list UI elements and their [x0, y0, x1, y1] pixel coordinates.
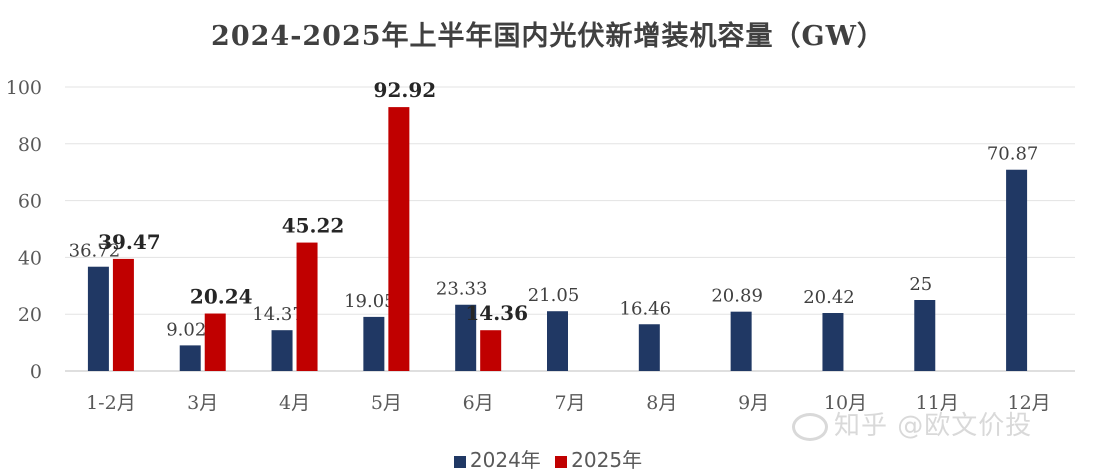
legend-label-2025: 2025年	[571, 448, 643, 472]
bar-2024	[455, 304, 477, 371]
x-tick-label: 3月	[187, 392, 218, 414]
data-label-2024: 14.37	[252, 304, 304, 325]
data-label-2024: 19.05	[344, 291, 396, 312]
watermark-text: 知乎 @欧文价投	[834, 411, 1033, 441]
bar-2024	[914, 300, 936, 371]
bar-2025	[112, 258, 134, 371]
data-label-2025: 39.47	[98, 230, 161, 254]
y-tick-label: 100	[6, 77, 42, 99]
bar-2024	[822, 313, 844, 371]
bar-2024	[363, 316, 385, 371]
y-tick-label: 80	[18, 134, 42, 156]
bar-2024	[87, 266, 109, 371]
x-tick-label: 5月	[371, 392, 402, 414]
y-tick-label: 60	[18, 191, 42, 213]
x-tick-label: 4月	[279, 392, 310, 414]
data-label-2025: 45.22	[282, 214, 345, 238]
x-tick-label: 7月	[554, 392, 585, 414]
x-tick-label: 8月	[646, 392, 677, 414]
x-tick-label: 11月	[916, 392, 959, 414]
bar-2025	[204, 313, 226, 371]
x-tick-label: 9月	[738, 392, 769, 414]
bar-2024	[547, 311, 568, 371]
y-tick-label: 20	[18, 304, 42, 326]
x-tick-label: 10月	[824, 392, 867, 414]
data-label-2025: 92.92	[374, 78, 437, 102]
data-label-2024: 20.89	[711, 286, 763, 307]
bar-2025	[296, 242, 318, 371]
bar-2025	[480, 330, 502, 371]
legend-item-2024: 2024年	[453, 444, 541, 473]
watermark: 知乎 @欧文价投	[792, 405, 1032, 442]
y-tick-label: 0	[30, 361, 42, 383]
data-label-2024: 23.33	[436, 279, 488, 300]
data-label-2024: 70.87	[987, 144, 1039, 165]
bar-2024	[1006, 169, 1028, 371]
legend-swatch-2025	[555, 455, 568, 468]
bar-2024	[638, 324, 660, 371]
data-label-2024: 20.42	[803, 287, 855, 308]
data-label-2024: 25	[909, 274, 932, 295]
legend-swatch-2024	[453, 455, 466, 468]
bar-2024	[271, 330, 293, 371]
chart-title: 2024-2025年上半年国内光伏新增装机容量（GW）	[211, 21, 885, 52]
x-tick-label: 12月	[1007, 392, 1050, 414]
legend-item-2025: 2025年	[555, 444, 642, 473]
x-tick-label: 1-2月	[86, 392, 136, 414]
data-label-2024: 21.05	[528, 285, 580, 306]
data-label-2025: 20.24	[190, 285, 253, 309]
y-tick-label: 40	[18, 247, 42, 269]
data-label-2024: 36.72	[69, 241, 121, 262]
x-tick-label: 6月	[463, 392, 494, 414]
data-label-2024: 16.46	[620, 298, 672, 319]
data-label-2025: 14.36	[465, 301, 528, 325]
bar-2025	[388, 107, 410, 371]
data-label-2024: 9.02	[166, 319, 206, 340]
wechat-icon	[792, 412, 828, 441]
legend: 2024年 2025年	[0, 444, 1096, 473]
bar-2024	[730, 311, 752, 371]
legend-label-2024: 2024年	[469, 448, 541, 472]
bar-2024	[179, 345, 201, 371]
